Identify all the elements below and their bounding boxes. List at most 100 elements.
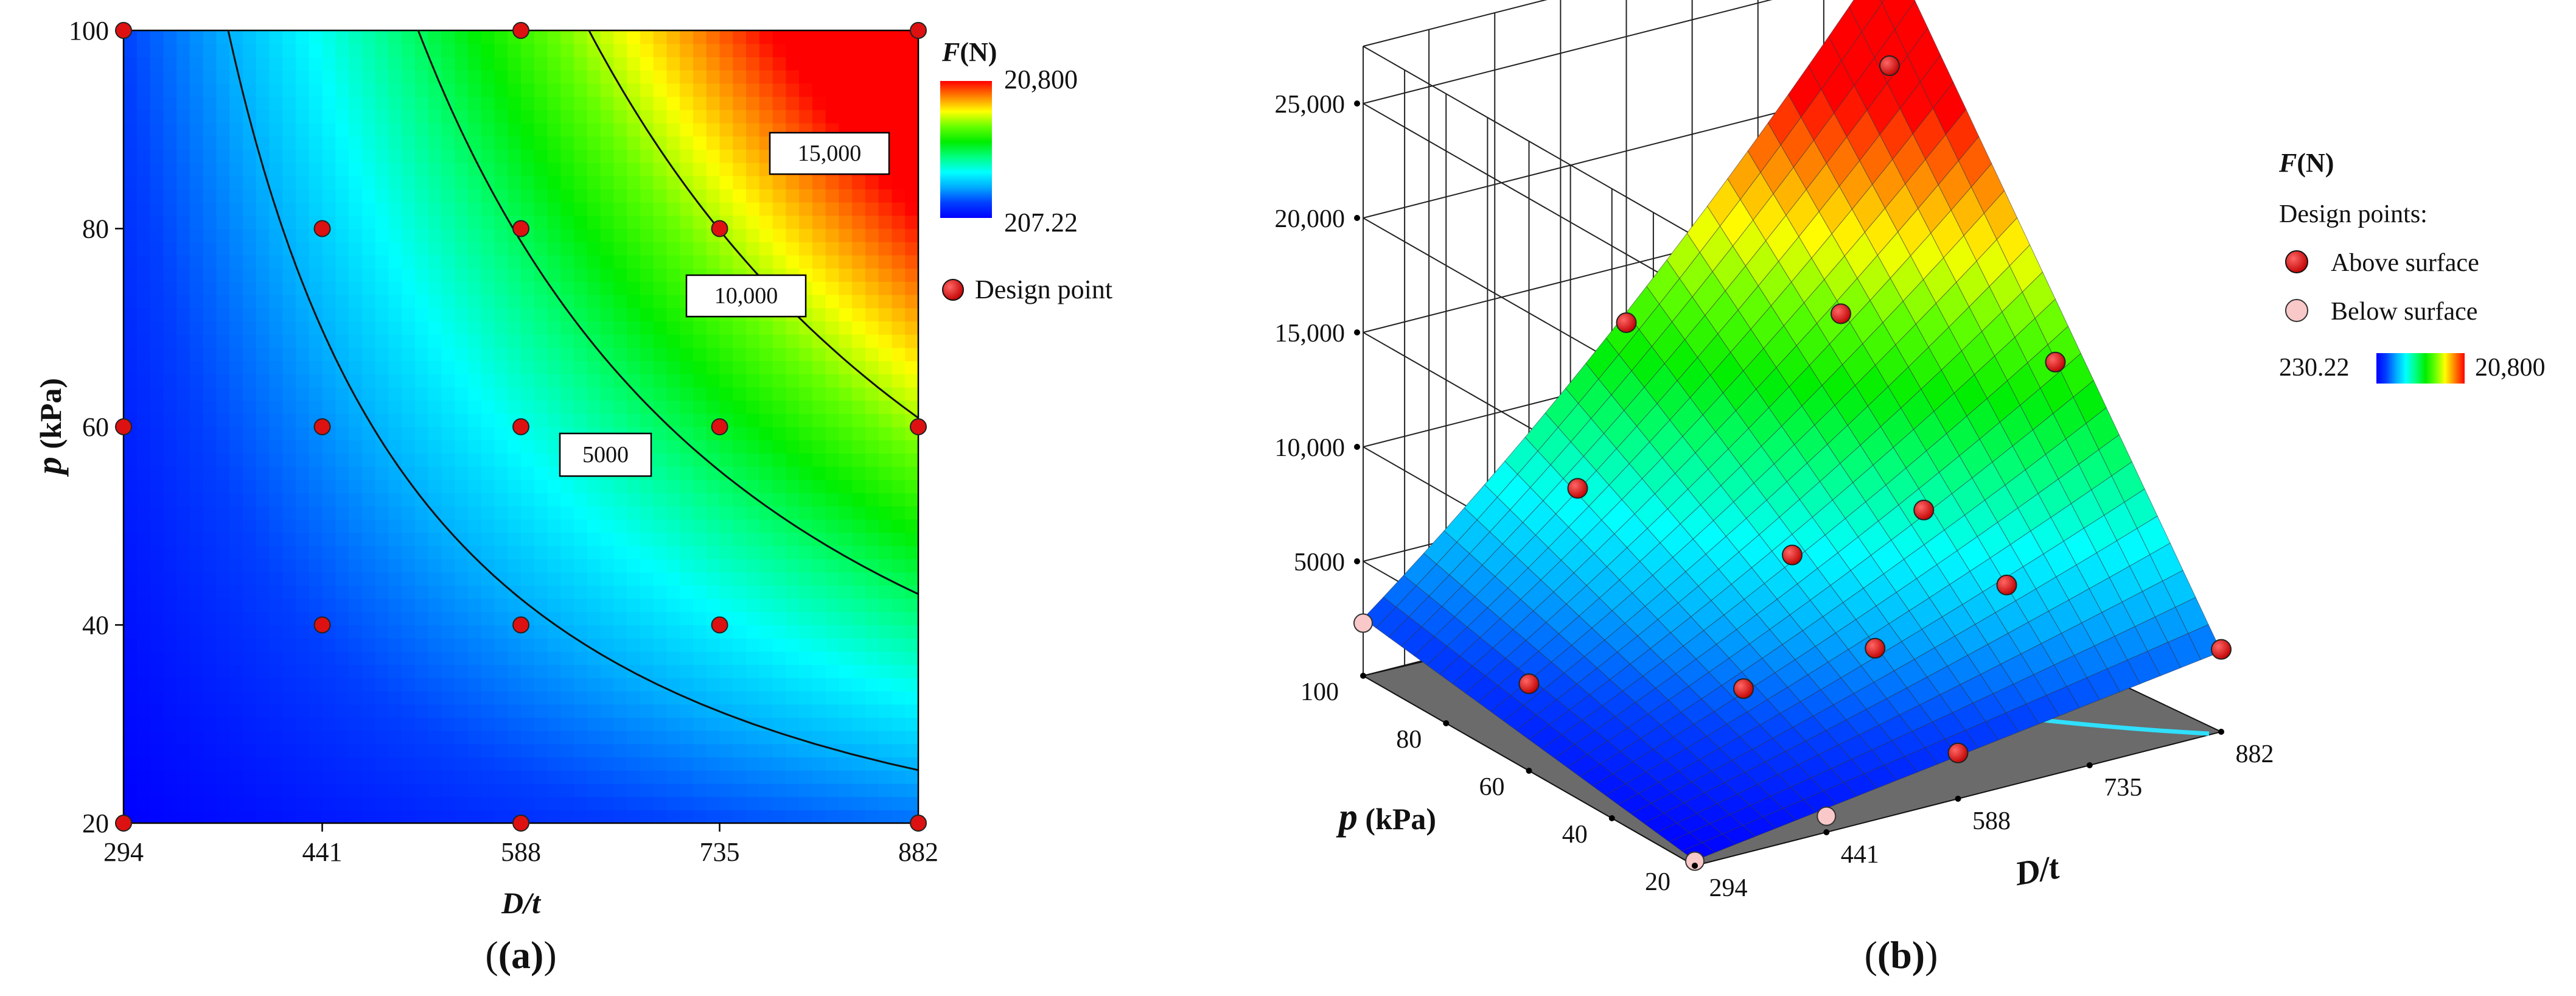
x-tick-label-a: 441 bbox=[302, 837, 343, 867]
z-tick-b bbox=[1354, 329, 1360, 335]
y-tick-label-b: 80 bbox=[1396, 726, 1422, 754]
legend-above-marker bbox=[2285, 250, 2308, 273]
design-point bbox=[313, 616, 331, 634]
panel-b-surface: 5000 10,000 15,000 20,000 25,000 294 441 588 735… bbox=[1275, 0, 2546, 977]
contour-lines bbox=[227, 30, 918, 771]
legend-below-marker bbox=[2285, 299, 2308, 322]
y-tick-label-a: 60 bbox=[82, 412, 109, 442]
design-point bbox=[711, 220, 728, 237]
design-point bbox=[711, 418, 728, 435]
design-point bbox=[711, 616, 728, 634]
wall-grid-line bbox=[1363, 46, 1695, 237]
axis-ticks-a: 294 441 588 735 882 20 40 60 80 100 bbox=[69, 16, 938, 867]
svg-text:15,000: 15,000 bbox=[798, 141, 862, 166]
design-points-a bbox=[115, 22, 927, 832]
x-axis-title-a: D/t bbox=[501, 886, 542, 920]
contour-line-10000 bbox=[417, 30, 918, 595]
design-point-above bbox=[2211, 639, 2232, 660]
design-point-below bbox=[1353, 613, 1373, 633]
design-point bbox=[512, 815, 529, 832]
design-point-below bbox=[1685, 851, 1705, 871]
z-tick-label-b: 15,000 bbox=[1275, 320, 1346, 348]
legend-below-label: Below surface bbox=[2331, 298, 2477, 326]
x-tick-label-a: 588 bbox=[501, 837, 541, 867]
contour-line-15000 bbox=[588, 30, 918, 419]
legend-design-point-marker bbox=[942, 279, 964, 301]
y-tick-b bbox=[1608, 815, 1615, 821]
design-point-above bbox=[1782, 544, 1803, 566]
y-axis-title-b: p (kPa) bbox=[1336, 796, 1436, 838]
x-tick-label-b: 294 bbox=[1709, 874, 1748, 902]
panel-label-b: ((b)) bbox=[1865, 933, 1938, 977]
legend-design-point-label: Design point bbox=[975, 275, 1112, 304]
z-tick-b bbox=[1354, 215, 1360, 221]
contour-fill bbox=[124, 30, 918, 823]
z-tick-b bbox=[1354, 444, 1360, 450]
y-tick-b bbox=[1526, 768, 1532, 774]
svg-text:5000: 5000 bbox=[582, 442, 629, 468]
y-tick-label-a: 80 bbox=[82, 214, 109, 244]
design-point bbox=[910, 22, 927, 39]
axis-ticks-b: 5000 10,000 15,000 20,000 25,000 294 441 588 735… bbox=[1275, 91, 2274, 902]
y-tick-b bbox=[1443, 720, 1450, 726]
design-point bbox=[910, 418, 927, 435]
legend-above-label: Above surface bbox=[2331, 249, 2479, 277]
legend-design-points-b: Design points: bbox=[2279, 200, 2428, 228]
y-tick-label-a: 100 bbox=[69, 16, 109, 46]
x-tick-label-b: 882 bbox=[2236, 740, 2274, 768]
y-axis-title-a: p (kPa) bbox=[29, 378, 69, 477]
y-tick-b bbox=[1692, 863, 1698, 869]
colorbar-max-a: 20,800 bbox=[1004, 65, 1078, 94]
y-tick-label-b: 40 bbox=[1562, 821, 1588, 849]
y-tick-label-a: 20 bbox=[82, 808, 109, 838]
wall-grid-line bbox=[1363, 0, 1548, 47]
x-tick-b bbox=[1955, 796, 1961, 802]
x-tick-label-a: 735 bbox=[700, 837, 740, 867]
design-point-above bbox=[1567, 478, 1588, 499]
design-point-above bbox=[1518, 673, 1540, 695]
colorbar-max-b: 20,800 bbox=[2475, 354, 2546, 382]
x-tick-b bbox=[1823, 829, 1830, 835]
colorbar-title-a: F(N) bbox=[941, 37, 997, 67]
design-point bbox=[115, 22, 132, 39]
y-tick-b bbox=[1360, 673, 1366, 679]
design-point bbox=[115, 418, 132, 435]
panel-label-a: ((a)) bbox=[485, 933, 556, 977]
x-tick-label-b: 441 bbox=[1841, 841, 1879, 869]
wall-grid-line bbox=[1363, 0, 1773, 104]
contour-line-5000 bbox=[227, 30, 918, 771]
y-tick-label-b: 20 bbox=[1645, 868, 1670, 896]
design-point bbox=[512, 616, 529, 634]
svg-text:10,000: 10,000 bbox=[714, 283, 778, 309]
contour-label-5000: 5000 bbox=[559, 432, 652, 477]
colorbar-a bbox=[940, 81, 992, 218]
design-point bbox=[115, 815, 132, 832]
design-point-above bbox=[1616, 312, 1637, 333]
y-tick-label-b: 100 bbox=[1300, 678, 1339, 706]
design-point-above bbox=[1733, 678, 1754, 700]
legend-title-b: F(N) bbox=[2278, 148, 2334, 178]
panel-a-contour: 294 441 588 735 882 20 40 60 80 100 5000 10,000 1… bbox=[29, 16, 1112, 977]
design-point-above bbox=[2045, 351, 2066, 373]
design-point bbox=[910, 815, 927, 832]
x-tick-b bbox=[2086, 762, 2093, 768]
design-point bbox=[313, 418, 331, 435]
x-tick-label-b: 735 bbox=[2104, 774, 2142, 802]
design-point-above bbox=[1947, 742, 1969, 763]
design-point-above bbox=[1879, 55, 1900, 76]
contour-label-15000: 15,000 bbox=[769, 132, 890, 175]
z-tick-label-b: 5000 bbox=[1294, 549, 1345, 577]
z-tick-label-b: 20,000 bbox=[1275, 205, 1346, 233]
z-tick-label-b: 25,000 bbox=[1275, 91, 1346, 119]
design-point-above bbox=[1913, 499, 1935, 521]
colorbar-min-b: 230.22 bbox=[2279, 354, 2350, 382]
design-point bbox=[512, 418, 529, 435]
contour-label-10000: 10,000 bbox=[685, 274, 807, 318]
z-tick-b bbox=[1354, 558, 1360, 564]
design-point bbox=[512, 22, 529, 39]
wall-grid-line bbox=[1363, 103, 1695, 294]
design-point-above bbox=[1865, 637, 1886, 659]
design-point bbox=[512, 220, 529, 237]
z-tick-label-b: 10,000 bbox=[1275, 434, 1346, 462]
